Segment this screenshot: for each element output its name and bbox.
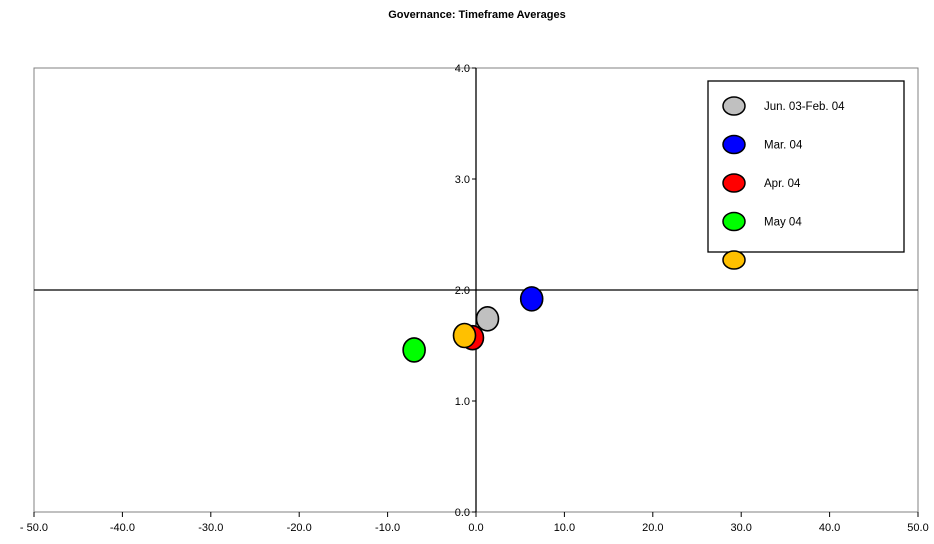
x-tick-label: -10.0 xyxy=(375,522,400,534)
x-tick-label: 10.0 xyxy=(554,522,575,534)
legend-marker xyxy=(722,211,746,232)
x-tick-label: -20.0 xyxy=(287,522,312,534)
x-tick-label: 20.0 xyxy=(642,522,663,534)
data-points xyxy=(402,286,544,363)
legend-marker xyxy=(722,134,746,155)
x-tick-label: 50.0 xyxy=(907,522,928,534)
y-tick-label: 0.0 xyxy=(455,507,470,519)
legend: Jun. 03-Feb. 04 Mar. 04 Apr. 04 May 04 xyxy=(707,80,905,270)
y-tick-label: 3.0 xyxy=(455,174,470,186)
x-tick-label: -40.0 xyxy=(110,522,135,534)
y-tick-label: 2.0 xyxy=(455,285,470,297)
chart-title: Governance: Timeframe Averages xyxy=(388,9,566,21)
legend-label: Mar. 04 xyxy=(764,140,803,152)
data-point xyxy=(452,322,477,349)
x-axis-ticks: - 50.0 -40.0 -30.0 -20.0 -10.0 0.0 10.0 20.0 30.… xyxy=(20,512,929,534)
legend-label: Apr. 04 xyxy=(764,178,801,190)
x-tick-label: - 50.0 xyxy=(20,522,48,534)
x-tick-label: -30.0 xyxy=(198,522,223,534)
y-tick-label: 1.0 xyxy=(455,396,470,408)
x-tick-label: 30.0 xyxy=(730,522,751,534)
y-axis-ticks: 0.0 1.0 2.0 3.0 4.0 xyxy=(455,63,476,519)
legend-label: Jun. 03-Feb. 04 xyxy=(764,101,845,113)
y-tick-label: 4.0 xyxy=(455,63,470,75)
data-point xyxy=(402,337,426,363)
legend-marker xyxy=(722,96,746,116)
legend-marker xyxy=(722,173,746,193)
data-point xyxy=(475,306,500,332)
legend-label: May 04 xyxy=(764,217,802,229)
legend-marker xyxy=(722,250,746,270)
x-tick-label: 0.0 xyxy=(468,522,483,534)
x-tick-label: 40.0 xyxy=(819,522,840,534)
data-point xyxy=(519,286,544,312)
